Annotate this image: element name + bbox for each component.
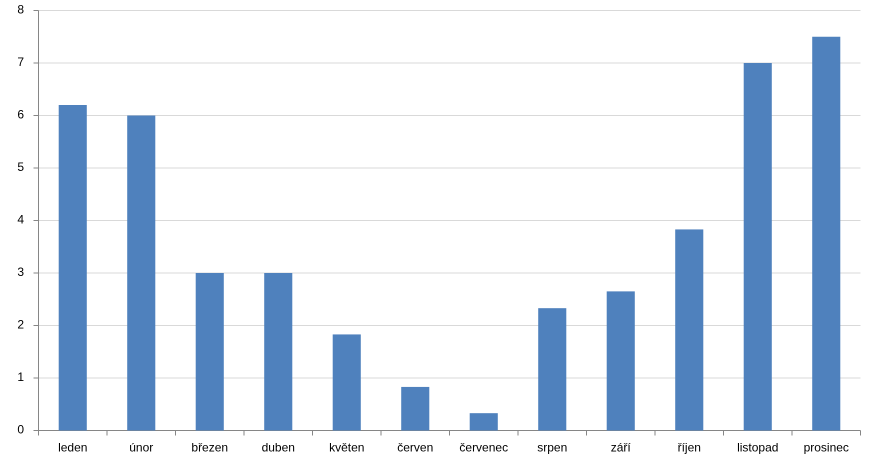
x-tick-label: březen	[191, 441, 228, 455]
bar	[58, 105, 87, 431]
x-tick-label: květen	[329, 441, 364, 455]
bar	[812, 36, 841, 431]
bar	[195, 273, 224, 431]
x-tick-label: červen	[397, 441, 433, 455]
bar	[127, 115, 156, 431]
y-tick-label: 7	[17, 55, 24, 69]
bar	[743, 63, 772, 431]
bar	[606, 291, 635, 431]
x-tick-label: duben	[262, 441, 295, 455]
y-tick-label: 0	[17, 423, 24, 437]
bar	[469, 413, 498, 431]
y-tick-label: 1	[17, 370, 24, 384]
y-tick-label: 4	[17, 213, 24, 227]
bar	[538, 308, 567, 431]
y-tick-label: 8	[17, 3, 24, 17]
x-tick-label: srpen	[537, 441, 567, 455]
bar	[675, 229, 704, 431]
y-tick-label: 5	[17, 160, 24, 174]
x-tick-label: září	[611, 441, 632, 455]
bar	[264, 273, 293, 431]
x-tick-label: listopad	[737, 441, 778, 455]
y-tick-label: 6	[17, 108, 24, 122]
bar	[401, 386, 430, 431]
x-tick-label: leden	[58, 441, 87, 455]
x-tick-label: červenec	[459, 441, 508, 455]
y-tick-label: 3	[17, 265, 24, 279]
x-tick-label: říjen	[678, 441, 701, 455]
y-tick-label: 2	[17, 318, 24, 332]
x-tick-label: prosinec	[804, 441, 849, 455]
x-tick-label: únor	[129, 441, 153, 455]
bar	[332, 334, 361, 431]
